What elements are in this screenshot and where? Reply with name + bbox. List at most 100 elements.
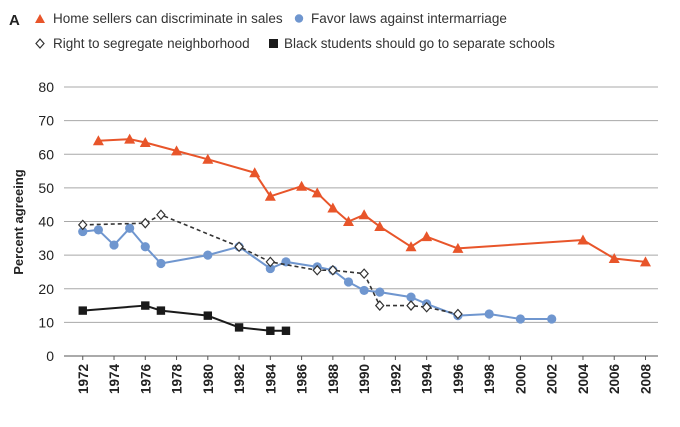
data-point-0-1993 [405, 241, 417, 252]
data-point-2-1982 [234, 241, 244, 253]
series-line-3 [82, 304, 286, 332]
legend-label-separate-schools: Black students should go to separate sch… [284, 36, 555, 51]
data-point-0-1975 [124, 133, 136, 144]
data-point-1-1974 [109, 240, 119, 250]
y-tick-label-80: 80 [38, 79, 54, 95]
x-tick-label-1992: 1992 [388, 364, 403, 394]
data-point-2-1972 [77, 219, 88, 231]
data-point-1-1973 [93, 225, 103, 235]
data-point-0-1984 [264, 190, 276, 201]
x-tick-label-2008: 2008 [638, 364, 653, 395]
x-tick-label-1984: 1984 [263, 364, 278, 395]
x-tick-label-1998: 1998 [482, 364, 497, 395]
series-0 [92, 133, 651, 267]
data-point-2-1993 [406, 300, 416, 311]
data-point-1-1990 [359, 285, 369, 296]
data-point-1-1976 [140, 242, 150, 252]
y-tick-label-20: 20 [38, 281, 54, 297]
x-tick-label-1994: 1994 [420, 364, 435, 395]
data-point-1-1998 [484, 309, 494, 319]
data-point-0-1994 [421, 231, 433, 242]
y-tick-label-60: 60 [38, 146, 54, 162]
data-point-3-1977 [156, 306, 166, 315]
data-point-0-1983 [249, 167, 261, 178]
data-point-0-1991 [374, 221, 386, 232]
data-point-3-1985 [281, 326, 291, 335]
y-tick-label-70: 70 [38, 113, 54, 129]
x-tick-label-1990: 1990 [357, 364, 372, 394]
data-point-0-1996 [452, 242, 464, 253]
data-point-1-1991 [375, 287, 385, 297]
x-tick-label-1976: 1976 [138, 364, 153, 395]
data-point-0-1989 [342, 216, 354, 226]
data-point-0-1990 [358, 209, 370, 220]
data-point-2-1976 [140, 217, 151, 229]
data-point-2-1996 [453, 308, 463, 320]
x-tick-label-1980: 1980 [201, 364, 216, 394]
x-tick-label-1988: 1988 [326, 364, 341, 395]
data-point-0-1980 [202, 153, 214, 164]
series-3 [78, 301, 291, 335]
legend-item-intermarriage: Favor laws against intermarriage [294, 11, 507, 26]
data-point-2-1994 [421, 301, 432, 313]
y-axis-title: Percent agreeing [11, 169, 26, 275]
data-point-2-1988 [328, 264, 338, 276]
x-tick-label-1982: 1982 [232, 364, 247, 394]
legend-label-intermarriage: Favor laws against intermarriage [311, 11, 507, 26]
data-point-3-1984 [266, 326, 275, 335]
data-point-0-2008 [639, 256, 651, 267]
data-point-0-1973 [92, 135, 104, 146]
y-tick-label-50: 50 [38, 180, 54, 196]
data-point-1-1980 [203, 250, 213, 260]
legend: Home sellers can discriminate in sales F… [35, 11, 555, 51]
y-axis-ticks: 0 10 20 30 40 50 60 70 80 [38, 79, 54, 364]
y-tick-label-40: 40 [38, 214, 54, 230]
data-point-1-1989 [343, 277, 354, 287]
data-point-0-1987 [311, 187, 323, 198]
data-point-3-1980 [203, 311, 213, 320]
legend-marker-triangle [35, 14, 45, 23]
legend-marker-diamond [35, 38, 45, 49]
x-tick-label-1978: 1978 [170, 364, 185, 395]
data-point-0-1988 [327, 202, 339, 213]
data-point-1-1972 [78, 226, 88, 237]
x-tick-label-1996: 1996 [451, 364, 466, 395]
data-point-0-2004 [577, 234, 589, 245]
data-point-1-1977 [156, 258, 166, 269]
x-tick-label-2006: 2006 [607, 364, 622, 395]
legend-marker-square [269, 39, 278, 48]
gridlines [64, 86, 658, 357]
legend-label-segregate-neighborhood: Right to segregate neighborhood [53, 36, 250, 51]
y-tick-label-30: 30 [38, 247, 54, 263]
x-tick-label-2004: 2004 [576, 364, 591, 395]
legend-marker-circle [294, 14, 304, 23]
x-tick-label-1974: 1974 [107, 364, 122, 395]
panel-label: A [9, 12, 20, 29]
series-2 [77, 209, 463, 320]
data-point-1-1984 [265, 263, 275, 274]
legend-label-home-sellers: Home sellers can discriminate in sales [53, 11, 283, 26]
data-point-1-1975 [125, 223, 135, 233]
data-point-3-1982 [234, 323, 244, 332]
data-point-2-1990 [359, 268, 369, 280]
data-point-0-1976 [139, 136, 151, 147]
x-axis-ticks: 1972 1974 1976 1978 1980 1982 1984 1986 1988 1990… [76, 356, 653, 395]
data-point-2-1991 [374, 300, 385, 311]
series-line-0 [98, 138, 646, 263]
y-tick-label-0: 0 [46, 348, 54, 364]
data-point-2-1987 [312, 264, 323, 276]
data-point-3-1976 [141, 301, 150, 310]
x-tick-label-2000: 2000 [513, 364, 528, 394]
data-point-1-2002 [547, 314, 557, 324]
legend-item-home-sellers: Home sellers can discriminate in sales [35, 11, 283, 26]
data-point-1-1993 [406, 292, 416, 302]
legend-item-segregate-neighborhood: Right to segregate neighborhood [35, 36, 250, 51]
x-tick-label-1972: 1972 [76, 364, 91, 394]
legend-item-separate-schools: Black students should go to separate sch… [269, 36, 555, 51]
y-tick-label-10: 10 [38, 314, 54, 330]
data-point-1-2000 [515, 314, 526, 324]
data-point-2-1984 [265, 256, 276, 268]
data-point-0-1978 [171, 145, 183, 156]
data-point-0-2006 [608, 252, 620, 263]
